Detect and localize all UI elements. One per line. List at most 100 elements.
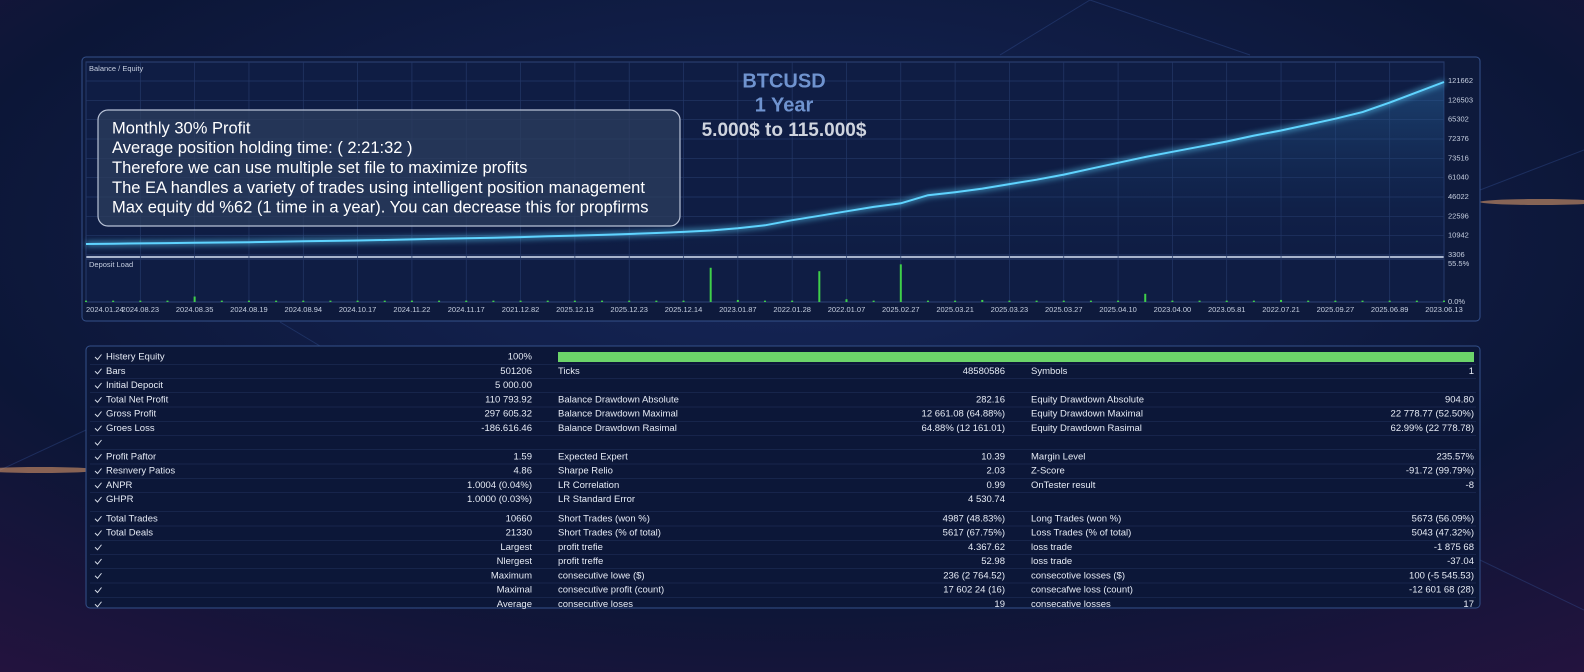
cell: LR Correlation	[558, 480, 619, 491]
cell: GHPR	[106, 494, 134, 505]
load-bar	[1388, 300, 1391, 302]
load-bar	[1252, 300, 1255, 302]
load-bar	[1008, 300, 1011, 302]
cell: 236 (2 764.52)	[943, 570, 1005, 581]
load-bar	[112, 300, 115, 302]
cell: loss trade	[1031, 542, 1072, 553]
cell: OnTester result	[1031, 480, 1096, 491]
cell: consecotive losses ($)	[1031, 570, 1125, 581]
x-tick-label: 2025.03.23	[991, 305, 1029, 314]
load-bar	[1225, 300, 1228, 302]
cell: Long Trades (won %)	[1031, 513, 1121, 524]
load-bar	[220, 300, 223, 302]
load-bar	[356, 300, 359, 302]
y-tick-label: 22596	[1448, 211, 1469, 220]
cell: Maximal	[497, 585, 532, 596]
load-bar	[166, 300, 169, 302]
check-icon	[94, 601, 102, 608]
cell: Symbols	[1031, 366, 1068, 377]
glare	[1480, 199, 1584, 205]
load-bar	[1198, 300, 1201, 302]
load-bar	[492, 300, 495, 302]
cell: -91.72 (99.79%)	[1406, 466, 1474, 477]
load-bar	[139, 300, 142, 302]
cell: -12 601 68 (28)	[1409, 585, 1474, 596]
cell: Resnvery Patios	[106, 466, 175, 477]
load-bar	[410, 300, 413, 302]
x-tick-label: 2023.01.87	[719, 305, 757, 314]
load-bar	[85, 300, 87, 302]
cell: 52.98	[981, 556, 1005, 567]
x-tick-label: 2024.08.94	[285, 305, 323, 314]
load-plot	[85, 258, 1445, 303]
cell: 48580586	[963, 366, 1005, 377]
cell: consecafwe loss (count)	[1031, 585, 1133, 596]
y-tick-label: 121662	[1448, 76, 1473, 85]
load-bar	[1443, 300, 1445, 302]
load-bar	[655, 300, 658, 302]
cell: 17 602 24 (16)	[943, 585, 1005, 596]
load-bar	[1171, 300, 1174, 302]
check-icon	[94, 425, 102, 432]
cell: Total Net Profit	[106, 394, 169, 405]
y-tick-label: 46022	[1448, 192, 1469, 201]
load-bar	[1089, 300, 1092, 302]
cell: consecutive profit (count)	[558, 585, 664, 596]
x-tick-label: 2024.08.23	[122, 305, 160, 314]
cell: 22 778.77 (52.50%)	[1391, 409, 1474, 420]
cell: 4987 (48.83%)	[943, 513, 1005, 524]
check-icon	[94, 544, 102, 551]
cell: 110 793.92	[485, 394, 532, 405]
x-tick-label: 2025.12.23	[610, 305, 648, 314]
load-bar	[1415, 300, 1418, 302]
cell: ANPR	[106, 480, 133, 491]
cell: -186.616.46	[481, 423, 532, 434]
y-tick-label: 65302	[1448, 115, 1469, 124]
cell: 12 661.08 (64.88%)	[922, 409, 1005, 420]
cell: Total Deals	[106, 528, 153, 539]
cell: 5673 (56.09%)	[1412, 513, 1474, 524]
cell: Z-Score	[1031, 466, 1065, 477]
cell: 4.86	[514, 466, 533, 477]
load-bar	[247, 300, 250, 302]
x-tick-label: 2024.11.22	[393, 305, 430, 314]
load-bar	[899, 264, 902, 302]
x-tick-label: 2025.02.27	[882, 305, 920, 314]
symbol: BTCUSD	[742, 70, 825, 92]
check-icon	[94, 368, 102, 375]
cell: Profit Paftor	[106, 451, 156, 462]
x-tick-label: 2023.04.00	[1154, 305, 1192, 314]
y-tick-label: 73516	[1448, 153, 1469, 162]
cell: Equity Drawdown Rasimal	[1031, 423, 1142, 434]
check-icon	[94, 396, 102, 403]
cell: 62.99% (22 778.78)	[1391, 423, 1474, 434]
load-bar	[383, 300, 386, 302]
cell: 5 000.00	[495, 380, 532, 391]
cell: -1 875 68	[1434, 542, 1474, 553]
balance-line	[85, 81, 1445, 245]
notes-box	[97, 109, 681, 227]
check-icon	[94, 382, 102, 389]
cell: 0.99	[987, 480, 1006, 491]
cell: 1.0000 (0.03%)	[467, 494, 532, 505]
cell: 282.16	[976, 394, 1005, 405]
cell: 235.57%	[1436, 451, 1474, 462]
cell: LR Standard Error	[558, 494, 635, 505]
cell: 904.80	[1445, 394, 1474, 405]
cell: 10.39	[981, 451, 1005, 462]
cell: Balance Drawdown Absolute	[558, 394, 679, 405]
cell: Equity Drawdown Maximal	[1031, 409, 1143, 420]
cell: 1.59	[514, 451, 533, 462]
cell: Initial Depocit	[106, 380, 163, 391]
cell: 1	[1469, 366, 1474, 377]
load-bar	[736, 299, 739, 302]
cell: 64.88% (12 161.01)	[922, 423, 1005, 434]
report-table: Histery Equity 100% Bars 501206 Ticks 4858058…	[90, 352, 1476, 610]
load-bar	[465, 300, 468, 302]
check-icon	[94, 496, 102, 503]
note-line: The EA handles a variety of trades using…	[112, 179, 645, 197]
load-bar	[438, 300, 441, 302]
x-tick-label: 2024.10.17	[339, 305, 377, 314]
report-panel	[85, 345, 1481, 609]
